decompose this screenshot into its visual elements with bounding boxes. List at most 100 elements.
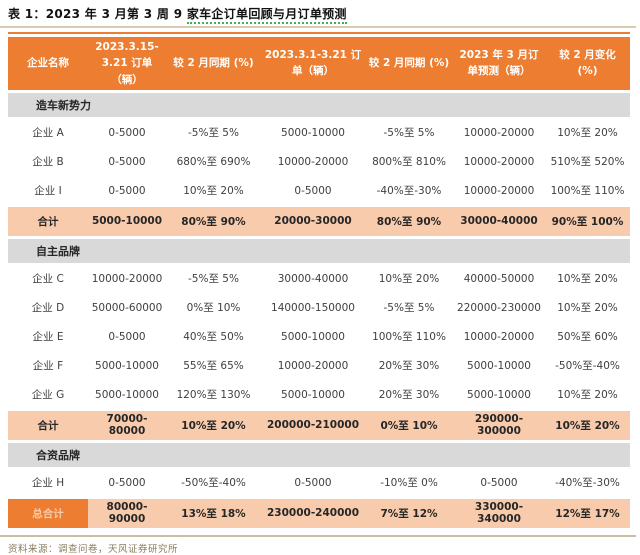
section-row: 自主品牌: [8, 238, 630, 263]
company-name-cell: 企业 H: [8, 469, 88, 496]
source-note: 资料来源：调查问卷，天风证券研究所: [8, 543, 179, 555]
value-cell: 10000-20000: [88, 265, 166, 292]
table-row: 企业 B 0-5000 680%至 690% 10000-20000 800%至 810…: [8, 148, 630, 175]
section-label: 自主品牌: [8, 238, 630, 263]
table-body: 造车新势力 企业 A 0-5000 -5%至 5% 5000-10000 -5%至 5% 1…: [8, 92, 630, 528]
table-row: 企业 G 5000-10000 120%至 130% 5000-10000 20%至 3…: [8, 381, 630, 408]
value-cell: -5%至 5%: [365, 119, 453, 146]
orders-table: 企业名称 2023.3.15-3.21 订单（辆） 较 2 月同期 (%) 20…: [8, 32, 630, 531]
value-cell: 7%至 12%: [365, 498, 453, 528]
value-cell: 100%至 110%: [545, 177, 630, 204]
value-cell: 70000-80000: [88, 410, 166, 440]
value-cell: 0%至 10%: [365, 410, 453, 440]
value-cell: 100%至 110%: [365, 323, 453, 350]
value-cell: 120%至 130%: [166, 381, 261, 408]
value-cell: -50%至-40%: [545, 352, 630, 379]
table-row: 合计 70000-80000 10%至 20% 200000-210000 0%至 10…: [8, 410, 630, 440]
value-cell: 20%至 30%: [365, 381, 453, 408]
col-week-orders: 2023.3.15-3.21 订单（辆）: [88, 37, 166, 90]
value-cell: 0-5000: [453, 469, 545, 496]
value-cell: 10000-20000: [453, 323, 545, 350]
value-cell: 10000-20000: [453, 119, 545, 146]
value-cell: 5000-10000: [261, 323, 365, 350]
value-cell: 0-5000: [261, 469, 365, 496]
value-cell: 800%至 810%: [365, 148, 453, 175]
value-cell: 220000-230000: [453, 294, 545, 321]
company-name-cell: 企业 B: [8, 148, 88, 175]
table-row: 企业 A 0-5000 -5%至 5% 5000-10000 -5%至 5% 10000-…: [8, 119, 630, 146]
section-row: 合资品牌: [8, 442, 630, 467]
value-cell: 10000-20000: [261, 352, 365, 379]
value-cell: 10%至 20%: [166, 177, 261, 204]
col-march-forecast: 2023 年 3 月订单预测（辆）: [453, 37, 545, 90]
value-cell: 0%至 10%: [166, 294, 261, 321]
value-cell: 10%至 20%: [545, 294, 630, 321]
value-cell: 0-5000: [88, 323, 166, 350]
value-cell: 5000-10000: [88, 206, 166, 236]
value-cell: 5000-10000: [261, 119, 365, 146]
company-name-cell: 企业 G: [8, 381, 88, 408]
table-row: 企业 E 0-5000 40%至 50% 5000-10000 100%至 110% 10…: [8, 323, 630, 350]
value-cell: 50%至 60%: [545, 323, 630, 350]
company-name-cell: 企业 D: [8, 294, 88, 321]
company-name-cell: 合计: [8, 206, 88, 236]
value-cell: 10000-20000: [261, 148, 365, 175]
value-cell: 10%至 20%: [365, 265, 453, 292]
value-cell: 5000-10000: [88, 352, 166, 379]
section-row: 造车新势力: [8, 92, 630, 117]
table-row: 总合计 80000-90000 13%至 18% 230000-240000 7%至 1…: [8, 498, 630, 528]
table-row: 企业 D 50000-60000 0%至 10% 140000-150000 -5%至 …: [8, 294, 630, 321]
title-separator: [0, 26, 636, 28]
orders-table-wrap: 企业名称 2023.3.15-3.21 订单（辆） 较 2 月同期 (%) 20…: [0, 32, 640, 531]
value-cell: -50%至-40%: [166, 469, 261, 496]
value-cell: 0-5000: [88, 177, 166, 204]
col-month-to-date-orders: 2023.3.1-3.21 订单（辆）: [261, 37, 365, 90]
col-week-vs-feb: 较 2 月同期 (%): [166, 37, 261, 90]
value-cell: 5000-10000: [261, 381, 365, 408]
value-cell: 140000-150000: [261, 294, 365, 321]
value-cell: 12%至 17%: [545, 498, 630, 528]
page-title: 表 1：2023 年 3 月第 3 周 9 家车企订单回顾与月订单预测: [0, 0, 640, 24]
company-name-cell: 企业 F: [8, 352, 88, 379]
page-title-prefix: 表 1：2023 年 3 月第 3 周 9: [8, 7, 187, 21]
value-cell: 80000-90000: [88, 498, 166, 528]
value-cell: 10000-20000: [453, 177, 545, 204]
value-cell: 50000-60000: [88, 294, 166, 321]
company-name-cell: 企业 I: [8, 177, 88, 204]
table-header-row: 企业名称 2023.3.15-3.21 订单（辆） 较 2 月同期 (%) 20…: [8, 37, 630, 90]
value-cell: 10000-20000: [453, 148, 545, 175]
table-row: 企业 H 0-5000 -50%至-40% 0-5000 -10%至 0% 0-5000-…: [8, 469, 630, 496]
section-label: 造车新势力: [8, 92, 630, 117]
value-cell: 0-5000: [88, 469, 166, 496]
value-cell: 10%至 20%: [166, 410, 261, 440]
table-row: 企业 F 5000-10000 55%至 65% 10000-20000 20%至 30…: [8, 352, 630, 379]
company-name-cell: 企业 C: [8, 265, 88, 292]
value-cell: 0-5000: [88, 148, 166, 175]
company-name-cell: 企业 A: [8, 119, 88, 146]
value-cell: 20000-30000: [261, 206, 365, 236]
value-cell: 680%至 690%: [166, 148, 261, 175]
table-row: 合计 5000-10000 80%至 90% 20000-30000 80%至 90% 3…: [8, 206, 630, 236]
col-mtd-vs-feb: 较 2 月同期 (%): [365, 37, 453, 90]
value-cell: 10%至 20%: [545, 119, 630, 146]
value-cell: -10%至 0%: [365, 469, 453, 496]
value-cell: 90%至 100%: [545, 206, 630, 236]
value-cell: -40%至-30%: [365, 177, 453, 204]
value-cell: 80%至 90%: [365, 206, 453, 236]
company-name-cell: 总合计: [8, 498, 88, 528]
value-cell: 5000-10000: [453, 352, 545, 379]
value-cell: -5%至 5%: [365, 294, 453, 321]
value-cell: 0-5000: [88, 119, 166, 146]
value-cell: -40%至-30%: [545, 469, 630, 496]
value-cell: 10%至 20%: [545, 265, 630, 292]
value-cell: 290000-300000: [453, 410, 545, 440]
value-cell: 13%至 18%: [166, 498, 261, 528]
value-cell: 20%至 30%: [365, 352, 453, 379]
value-cell: 40000-50000: [453, 265, 545, 292]
col-forecast-vs-feb: 较 2 月变化 (%): [545, 37, 630, 90]
value-cell: 55%至 65%: [166, 352, 261, 379]
value-cell: -5%至 5%: [166, 265, 261, 292]
value-cell: 5000-10000: [453, 381, 545, 408]
footer-separator: [0, 534, 636, 537]
value-cell: -5%至 5%: [166, 119, 261, 146]
